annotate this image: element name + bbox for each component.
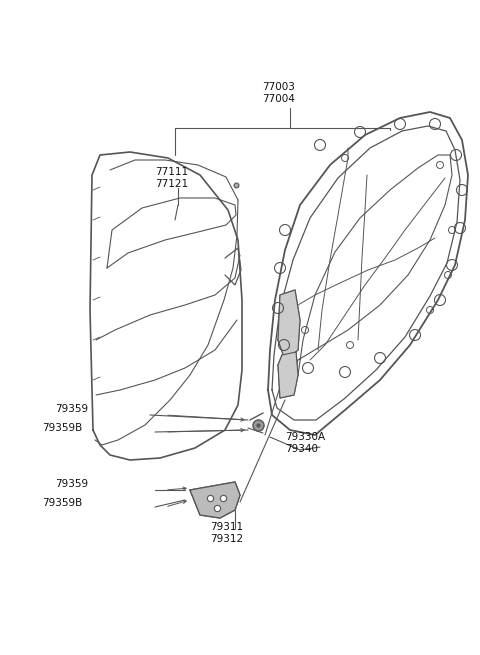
Text: 79359: 79359 [55, 404, 88, 414]
Text: 79359B: 79359B [42, 498, 82, 508]
Text: 79311
79312: 79311 79312 [210, 522, 243, 544]
Text: 77003
77004: 77003 77004 [262, 82, 295, 104]
Polygon shape [278, 352, 298, 398]
Text: 79330A
79340: 79330A 79340 [285, 432, 325, 455]
Text: 79359: 79359 [55, 479, 88, 489]
Text: 79359B: 79359B [42, 423, 82, 433]
Polygon shape [190, 482, 240, 518]
Text: 77111
77121: 77111 77121 [155, 167, 188, 189]
Polygon shape [278, 290, 300, 360]
